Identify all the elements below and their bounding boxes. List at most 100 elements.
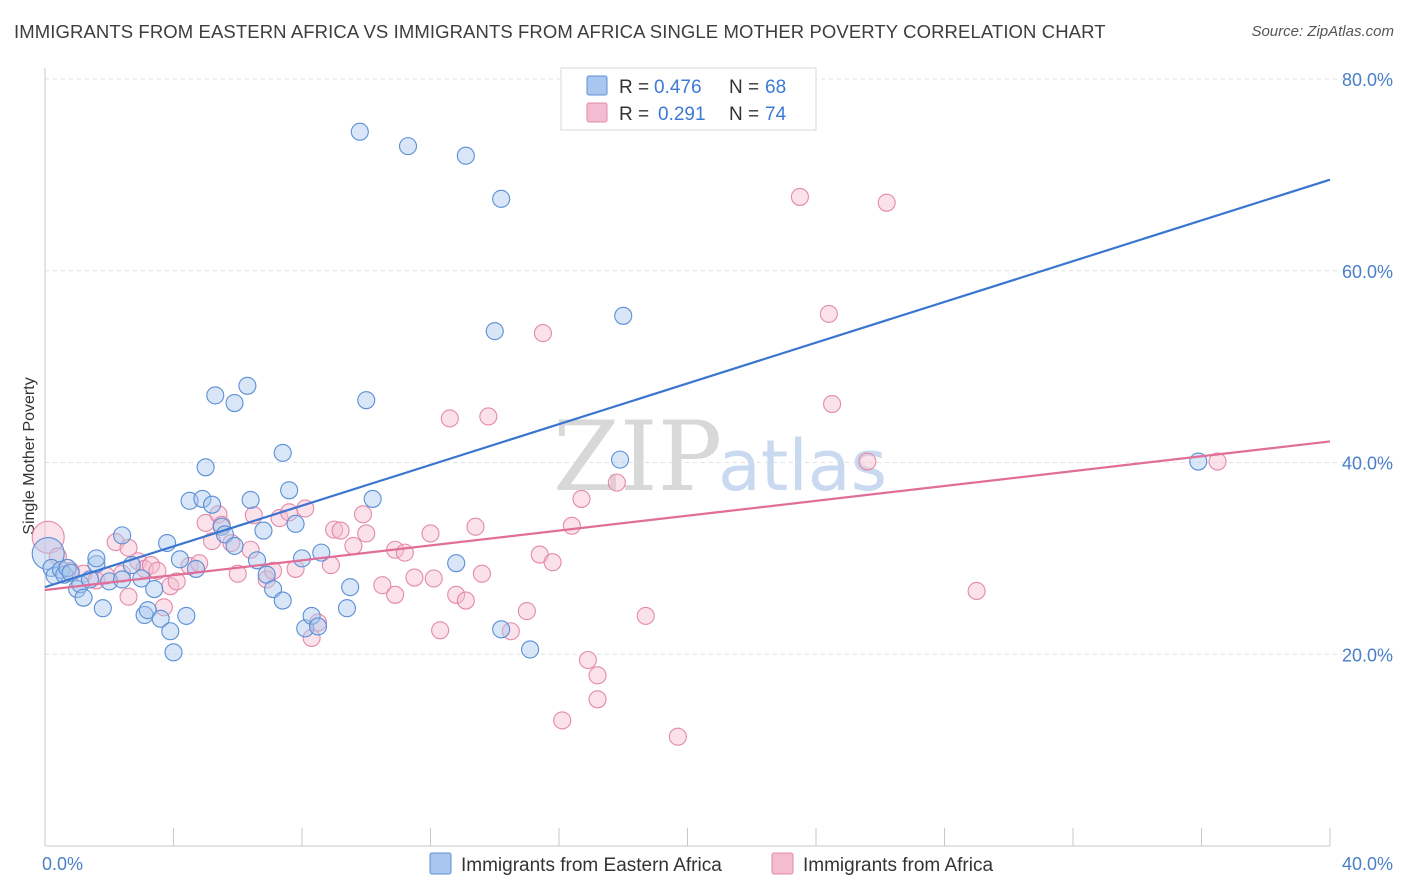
legend-swatch-pink <box>586 102 608 123</box>
eastern-africa-point <box>610 450 630 469</box>
africa-point <box>466 517 485 536</box>
series-legend-label-eastern-africa: Immigrants from Eastern Africa <box>461 855 722 876</box>
eastern-africa-point <box>113 526 132 545</box>
y-tick-label: 80.0% <box>1342 70 1393 90</box>
eastern-africa-point <box>286 514 305 533</box>
source-credit: Source: ZipAtlas.com <box>1251 23 1394 40</box>
legend-n-value-1: 68 <box>765 77 786 98</box>
eastern-africa-point <box>292 549 312 568</box>
eastern-africa-point <box>273 591 292 610</box>
africa-point <box>533 324 552 343</box>
trend-line-africa <box>44 440 1331 592</box>
legend-r-value-1: 0.476 <box>654 77 702 98</box>
africa-point <box>588 690 607 709</box>
eastern-africa-point <box>238 376 257 395</box>
legend-n-label-2: N = <box>729 104 759 125</box>
africa-point <box>353 505 373 524</box>
series-eastern-africa-points <box>31 122 1208 662</box>
africa-point <box>858 452 877 471</box>
y-tick-label: 60.0% <box>1342 262 1393 282</box>
eastern-africa-point <box>280 481 299 500</box>
africa-point <box>819 304 838 323</box>
legend-r-label-2: R = <box>619 104 649 125</box>
africa-point <box>668 727 687 746</box>
africa-point <box>607 473 626 492</box>
africa-point <box>325 520 344 539</box>
watermark: ZIP atlas <box>553 401 887 513</box>
eastern-africa-point <box>273 443 292 462</box>
africa-point <box>517 602 536 621</box>
africa-point <box>331 521 350 540</box>
africa-point <box>877 193 896 212</box>
eastern-africa-point <box>337 599 357 618</box>
series-africa-points <box>31 187 1227 746</box>
africa-point <box>405 568 424 587</box>
africa-point <box>447 585 466 604</box>
eastern-africa-point <box>350 122 369 141</box>
legend-n-label-1: N = <box>729 77 759 98</box>
y-tick-label: 20.0% <box>1342 645 1393 665</box>
eastern-africa-point <box>138 601 157 620</box>
africa-point <box>344 536 363 555</box>
africa-point <box>572 489 591 508</box>
eastern-africa-point <box>193 489 212 508</box>
africa-point <box>167 572 186 591</box>
y-tick-labels: 20.0% 40.0% 60.0% 80.0% <box>1342 70 1393 665</box>
eastern-africa-point <box>145 580 164 599</box>
africa-point <box>424 569 443 588</box>
eastern-africa-point <box>225 536 244 555</box>
africa-point <box>967 581 986 601</box>
legend-r-label-1: R = <box>619 77 649 98</box>
legend-r-value-2: 0.291 <box>658 104 706 125</box>
africa-point <box>543 553 562 572</box>
eastern-africa-point <box>206 386 225 405</box>
grid-lines <box>45 78 1392 655</box>
africa-point <box>119 587 138 606</box>
africa-point <box>1208 452 1227 471</box>
africa-point <box>431 621 450 640</box>
africa-point <box>148 561 167 580</box>
eastern-africa-point <box>357 391 376 410</box>
eastern-africa-point <box>521 640 540 659</box>
africa-point <box>790 187 809 206</box>
africa-point <box>421 524 440 543</box>
eastern-africa-point <box>302 606 321 625</box>
eastern-africa-point <box>363 489 382 508</box>
x-tick-label: 0.0% <box>42 854 83 874</box>
eastern-africa-point <box>164 643 183 662</box>
africa-point <box>553 711 572 730</box>
eastern-africa-point <box>492 189 511 208</box>
eastern-africa-point <box>93 599 112 618</box>
eastern-africa-point <box>186 559 206 578</box>
eastern-africa-point <box>225 394 244 413</box>
africa-point <box>440 409 459 428</box>
africa-point <box>228 564 247 583</box>
africa-point <box>562 516 581 535</box>
africa-point <box>357 524 376 543</box>
eastern-africa-point <box>241 490 260 509</box>
legend-n-value-2: 74 <box>765 104 787 125</box>
eastern-africa-point <box>87 549 106 568</box>
series-legend-swatch-eastern-africa <box>429 852 452 875</box>
eastern-africa-point <box>341 578 360 597</box>
eastern-africa-point <box>492 620 511 639</box>
series-legend-swatch-africa <box>771 852 794 875</box>
africa-point <box>456 591 475 610</box>
eastern-africa-point <box>177 606 196 625</box>
trend-lines <box>44 178 1331 592</box>
eastern-africa-point <box>456 146 475 165</box>
eastern-africa-point <box>398 137 418 156</box>
africa-point <box>578 650 597 670</box>
africa-point <box>588 666 607 685</box>
eastern-africa-point <box>58 558 77 578</box>
africa-point <box>823 394 842 414</box>
series-legend-label-africa: Immigrants from Africa <box>803 855 993 876</box>
africa-point <box>479 407 498 426</box>
series-legend: Immigrants from Eastern Africa Immigrant… <box>429 852 993 876</box>
trend-line-eastern-africa <box>44 178 1331 589</box>
x-tick-label: 40.0% <box>1342 854 1393 874</box>
eastern-africa-point <box>196 458 215 477</box>
eastern-africa-point <box>447 554 466 573</box>
y-tick-label: 40.0% <box>1342 454 1393 474</box>
